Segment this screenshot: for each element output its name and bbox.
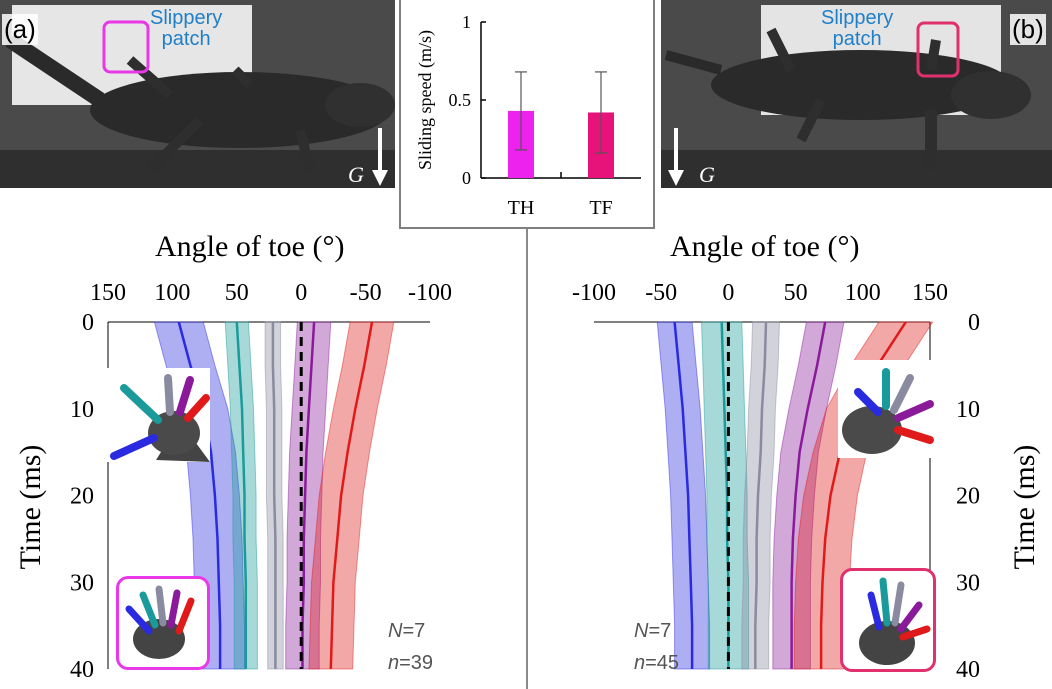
y-tick-label: 10 <box>70 397 94 423</box>
y-tick-label: 20 <box>70 484 94 510</box>
x-axis-title-a: Angle of toe (°) <box>155 230 345 263</box>
hind-foot-inset-a <box>106 368 210 462</box>
hind-foot-slip-inset <box>125 585 195 659</box>
sample-size-N-a: N=7 <box>388 620 426 642</box>
gecko-photo-b <box>661 0 1052 188</box>
x-tick-label: -100 <box>572 280 616 306</box>
photo-panel-a: Slippery patch G <box>0 0 395 188</box>
panel-divider <box>526 229 528 689</box>
toe-4-mean-line <box>301 321 316 669</box>
toe5-marker <box>184 394 210 422</box>
toe-5-band <box>308 321 395 670</box>
y-tick-label: 20 <box>956 484 980 510</box>
toe-2-mean-line <box>235 321 248 669</box>
fore-foot-highlight-box <box>840 568 936 672</box>
sample-size-N-b: N=7 <box>634 620 672 642</box>
sample-size-n-a: n=39 <box>388 652 434 674</box>
y-tick-label: 40 <box>70 657 94 683</box>
inset-y-tick-label: 1 <box>462 12 471 32</box>
inset-y-axis-label: Sliding speed (m/s) <box>415 30 436 170</box>
toe-1-mean-line <box>673 321 694 669</box>
x-tick-label: -50 <box>350 280 382 306</box>
panel-letter-b: (b) <box>1010 14 1046 45</box>
inset-category-label: TF <box>589 197 612 219</box>
fore-foot-inset-b <box>838 360 938 458</box>
toe-3-mean-line <box>754 321 768 669</box>
gravity-label-a: G <box>348 162 364 187</box>
toe-3-mean-line <box>271 322 277 669</box>
x-tick-label: 150 <box>90 280 126 306</box>
x-tick-label: 50 <box>784 280 808 306</box>
toe1-marker <box>110 434 158 460</box>
panel-letter-a: (a) <box>2 14 38 45</box>
toe-2-band <box>700 321 750 670</box>
sliding-speed-bar-chart: 0 0.5 1 Sliding speed (m/s) TH TF <box>415 12 641 219</box>
inset-bar-chart-frame: 0 0.5 1 Sliding speed (m/s) TH TF <box>399 0 655 229</box>
y-tick-label: 30 <box>956 570 980 596</box>
x-axis-title-b: Angle of toe (°) <box>670 230 860 263</box>
inset-y-tick-label: 0 <box>462 168 471 188</box>
x-tick-label: 0 <box>722 280 734 306</box>
y-tick-label: 30 <box>70 570 94 596</box>
x-tick-label: 0 <box>295 280 307 306</box>
toe2-marker <box>120 384 162 424</box>
gravity-label-b: G <box>699 162 715 187</box>
slippery-patch-box-b <box>916 21 960 78</box>
x-tick-label: 100 <box>154 280 190 306</box>
y-tick-label: 0 <box>968 310 980 336</box>
photo-panel-b: Slippery patch G <box>661 0 1052 188</box>
toe-2-band <box>224 321 258 670</box>
y-tick-label: 0 <box>82 310 94 336</box>
slippery-patch-box-a <box>102 20 150 74</box>
toe-5-mean-line <box>329 321 374 670</box>
fore-foot-slip-inset <box>859 577 931 665</box>
toe-3-band <box>741 321 781 670</box>
x-tick-label: 50 <box>225 280 249 306</box>
sample-size-n-b: n=45 <box>634 652 680 674</box>
slippery-patch-label-b: Slippery patch <box>821 7 894 50</box>
toe-4-mean-line <box>790 321 827 669</box>
slippery-patch-label-a: Slippery patch <box>150 7 223 50</box>
toe-angle-chart-b: -100 -50 0 50 100 150 0 10 20 30 40 <box>572 280 980 683</box>
gecko-photo-a <box>0 0 395 188</box>
inset-y-tick-label: 0.5 <box>449 90 472 110</box>
toe4-marker <box>176 376 194 416</box>
hind-foot-highlight-box <box>116 576 210 670</box>
x-tick-label: -50 <box>645 280 677 306</box>
x-tick-label: 150 <box>912 280 948 306</box>
toe-4-band <box>285 321 332 670</box>
toe-angle-chart-a: 150 100 50 0 -50 -100 0 10 20 30 40 <box>70 280 452 683</box>
toe3-marker <box>164 374 174 416</box>
x-tick-label: -100 <box>408 280 452 306</box>
inset-category-label: TH <box>508 197 535 219</box>
x-tick-label: 100 <box>845 280 881 306</box>
y-tick-label: 40 <box>956 657 980 683</box>
y-tick-label: 10 <box>956 397 980 423</box>
toe-1-band <box>656 321 711 670</box>
